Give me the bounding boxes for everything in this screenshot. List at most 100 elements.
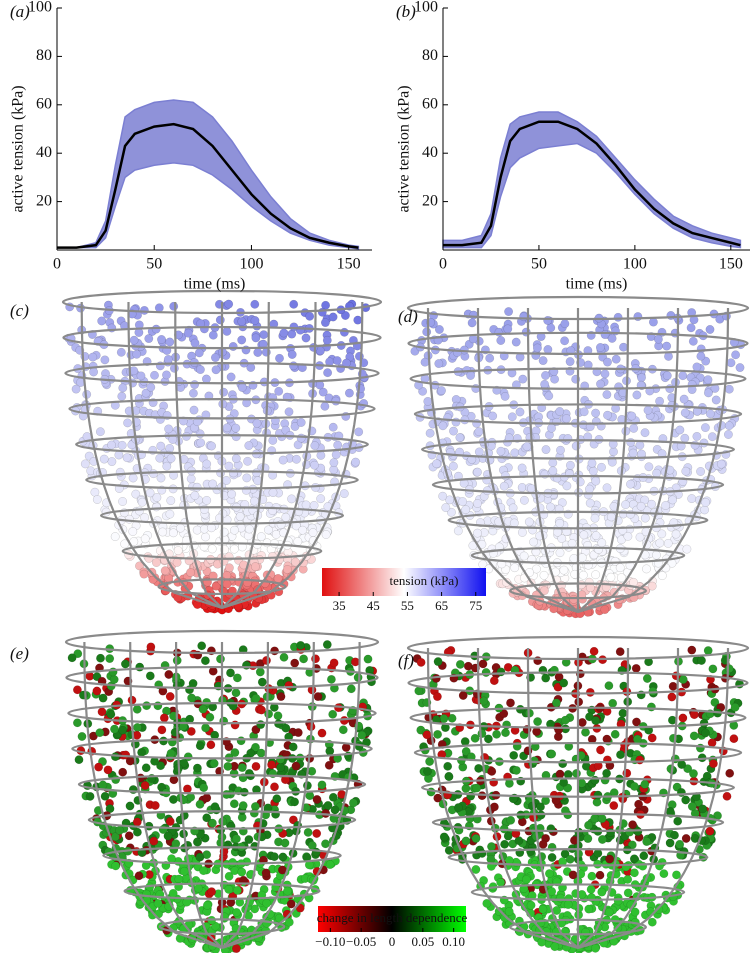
- fibre-bead: [453, 803, 463, 812]
- fibre-bead: [434, 325, 444, 334]
- fibre-bead: [716, 459, 726, 469]
- fibre-bead: [556, 893, 565, 903]
- mesh-line: [577, 648, 630, 949]
- fibre-bead: [202, 495, 212, 505]
- fibre-bead: [284, 681, 294, 690]
- fibre-bead: [477, 729, 487, 738]
- fibre-bead: [136, 371, 146, 381]
- fibre-bead: [152, 493, 162, 502]
- fibre-bead: [557, 534, 567, 543]
- fibre-bead: [481, 668, 491, 677]
- fibre-bead: [186, 568, 196, 577]
- colorbar-tick-label: 35: [333, 598, 346, 613]
- fibre-bead: [587, 871, 597, 881]
- fibre-bead: [328, 422, 338, 432]
- fibre-bead: [500, 839, 509, 849]
- fibre-bead: [569, 554, 579, 563]
- fibre-bead: [216, 838, 226, 848]
- fibre-bead: [700, 505, 709, 515]
- fibre-bead: [596, 745, 605, 755]
- fibre-bead: [323, 368, 332, 378]
- x-axis-label: time (ms): [566, 276, 628, 293]
- fibre-bead: [272, 794, 282, 804]
- fibre-bead: [251, 694, 261, 703]
- fibre-bead: [270, 646, 279, 656]
- fibre-bead: [328, 312, 338, 322]
- fibre-bead: [603, 410, 612, 420]
- fibre-bead: [259, 330, 269, 340]
- mesh-line: [174, 301, 223, 609]
- fibre-bead: [231, 834, 241, 844]
- fibre-bead: [590, 513, 600, 523]
- fibre-bead: [244, 524, 254, 534]
- fibre-bead: [237, 763, 247, 772]
- fibre-bead: [279, 652, 289, 662]
- fibre-bead: [195, 741, 205, 751]
- fibre-bead: [67, 653, 77, 663]
- fibre-bead: [667, 692, 677, 702]
- fibre-bead: [296, 418, 306, 427]
- fibre-bead: [519, 312, 529, 322]
- fibre-bead: [652, 468, 661, 478]
- fibre-bead: [544, 391, 554, 401]
- fibre-bead: [562, 481, 572, 491]
- fibre-bead: [268, 488, 278, 497]
- fibre-bead: [560, 336, 569, 346]
- fibre-bead: [299, 654, 308, 664]
- fibre-bead: [236, 736, 246, 746]
- fibre-bead: [665, 384, 675, 394]
- fibre-bead: [602, 390, 612, 399]
- fibre-bead: [583, 834, 593, 843]
- fibre-bead: [621, 500, 630, 509]
- fibre-bead: [552, 698, 561, 708]
- fibre-bead: [157, 335, 166, 344]
- fibre-bead: [188, 388, 198, 398]
- fibre-bead: [268, 435, 278, 445]
- fibre-bead: [559, 565, 569, 575]
- fibre-bead: [461, 784, 471, 793]
- fibre-bead: [558, 759, 568, 769]
- mesh-line: [476, 308, 579, 614]
- fibre-bead: [581, 727, 590, 737]
- fibre-bead: [492, 729, 501, 739]
- fibre-bead: [644, 462, 654, 472]
- fibre-bead: [322, 335, 332, 345]
- fibre-bead: [118, 767, 128, 777]
- fibre-bead: [662, 341, 672, 351]
- fibre-bead: [604, 681, 614, 691]
- fibre-bead: [577, 553, 587, 563]
- fibre-bead: [287, 494, 296, 504]
- fibre-bead: [118, 497, 128, 506]
- fibre-bead: [106, 709, 116, 719]
- fibre-bead: [478, 659, 488, 669]
- fibre-bead: [489, 676, 499, 686]
- fibre-bead: [117, 440, 127, 450]
- fibre-bead: [207, 544, 217, 554]
- x-tick-label: 50: [146, 256, 162, 273]
- fibre-bead: [320, 318, 330, 327]
- fibre-bead: [682, 544, 692, 554]
- fibre-bead: [569, 594, 579, 604]
- fibre-bead: [687, 802, 697, 811]
- fibre-bead: [483, 734, 493, 744]
- fibre-bead: [137, 748, 147, 757]
- fibre-bead: [532, 564, 541, 574]
- fibre-bead: [590, 814, 600, 823]
- fibre-bead: [567, 539, 577, 548]
- fibre-bead: [92, 495, 102, 504]
- fibre-bead: [269, 852, 279, 862]
- fibre-bead: [642, 837, 652, 846]
- fibre-bead: [283, 886, 292, 896]
- fibre-bead: [433, 730, 442, 739]
- fibre-bead: [156, 441, 166, 451]
- mesh-line: [426, 307, 579, 614]
- fibre-bead: [701, 498, 710, 507]
- fibre-bead: [173, 546, 183, 555]
- fibre-bead: [488, 411, 498, 421]
- fibre-bead: [165, 817, 175, 826]
- fibre-bead: [470, 733, 480, 743]
- fibre-bead: [232, 908, 241, 917]
- fibre-bead: [109, 675, 119, 684]
- mesh-line: [221, 642, 361, 950]
- fibre-bead: [226, 668, 235, 678]
